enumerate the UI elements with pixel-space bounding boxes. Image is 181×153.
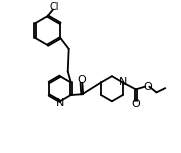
Text: Cl: Cl xyxy=(50,2,59,12)
Text: O: O xyxy=(131,99,140,109)
Text: O: O xyxy=(143,82,152,92)
Text: O: O xyxy=(77,75,86,85)
Text: N: N xyxy=(56,97,64,108)
Text: N: N xyxy=(119,77,128,87)
